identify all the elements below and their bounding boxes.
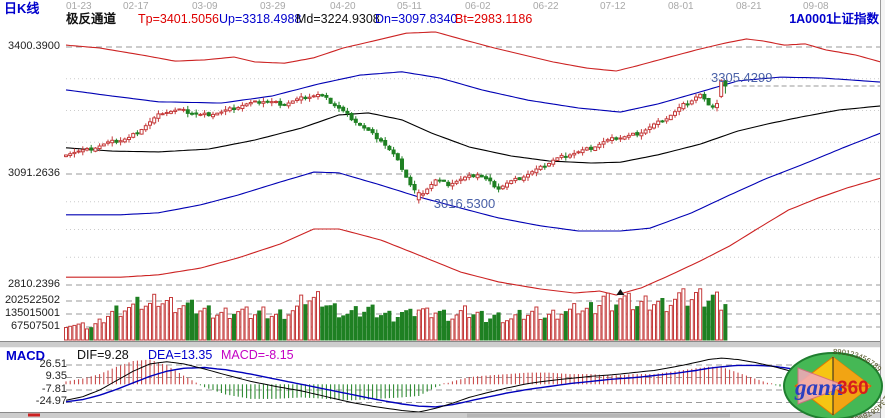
price-axis-label: 3400.3900 xyxy=(8,40,60,52)
bottom-scrollbar[interactable] xyxy=(0,412,885,418)
macd-axis-label: -7.81 xyxy=(41,382,67,395)
channel-md-value: Md=3224.9308 xyxy=(296,12,380,26)
volume-axis-label: 135015001 xyxy=(4,306,60,319)
annotation-low: 3016.5300 xyxy=(433,195,496,211)
candlestick-series xyxy=(64,79,728,204)
macd-macd-value: MACD=-8.15 xyxy=(221,348,294,362)
channel-dn-value: Dn=3097.8340 xyxy=(375,12,458,26)
date-label: 06-22 xyxy=(533,1,559,12)
dif-line xyxy=(65,357,831,413)
date-label: 03-09 xyxy=(192,1,218,12)
volume-axis-label: 67507501 xyxy=(11,319,60,332)
volume-marker-triangle-icon xyxy=(616,289,625,295)
annotation-last-price: 3305.4299 xyxy=(711,70,773,85)
scrollbar-marker xyxy=(28,413,40,417)
volume-axis-label: 202522502 xyxy=(4,293,60,306)
date-label: 07-12 xyxy=(600,1,626,12)
chart-type-label[interactable]: 日K线 xyxy=(4,1,40,16)
channel-line-Dn xyxy=(66,132,882,232)
date-label: 05-11 xyxy=(397,1,422,12)
macd-axis-label: 26.51 xyxy=(39,357,67,370)
volume-series xyxy=(64,288,728,341)
date-label: 04-20 xyxy=(330,1,356,12)
price-axis-label: 2810.2396 xyxy=(8,278,60,290)
channel-line-Tp xyxy=(65,31,881,72)
dea-line xyxy=(65,364,831,408)
macd-dea-value: DEA=13.35 xyxy=(148,348,213,362)
date-label: 01-23 xyxy=(66,1,92,12)
date-label: 08-01 xyxy=(668,1,694,12)
main-chart-pane[interactable] xyxy=(66,30,880,286)
channel-line-Bt xyxy=(66,177,881,296)
right-border xyxy=(880,0,885,418)
macd-title[interactable]: MACD xyxy=(6,348,45,363)
logo-arrow-icon xyxy=(797,367,848,405)
symbol-name[interactable]: 上证指数 xyxy=(828,12,879,26)
symbol-code[interactable]: 1A0001 xyxy=(789,12,833,26)
indicator-name[interactable]: 极反通道 xyxy=(66,12,117,26)
date-label: 08-21 xyxy=(736,1,762,12)
macd-dif-value: DIF=9.28 xyxy=(77,348,129,362)
pane-divider xyxy=(0,341,885,348)
logo-360-text: 360 xyxy=(837,378,869,399)
date-label: 02-17 xyxy=(123,1,149,12)
channel-line-Md xyxy=(65,105,881,164)
channel-tp-value: Tp=3401.5056 xyxy=(138,12,219,26)
channel-line-Up xyxy=(65,71,881,113)
date-label: 03-29 xyxy=(260,1,286,12)
date-label: 09-08 xyxy=(803,1,829,12)
date-label: 06-02 xyxy=(465,1,491,12)
channel-up-value: Up=3318.4988 xyxy=(219,12,302,26)
chart-layers xyxy=(64,31,882,413)
volume-pane[interactable] xyxy=(66,290,880,340)
logo-gann-text: gann xyxy=(794,375,844,400)
gann360-logo: gann 360 890123456789 12345678901234 xyxy=(783,347,885,418)
price-axis-label: 3091.2636 xyxy=(8,167,60,179)
macd-axis-label: 9.35 xyxy=(45,370,67,383)
channel-bt-value: Bt=2983.1186 xyxy=(455,12,533,26)
scrollbar-thumb[interactable] xyxy=(467,413,730,418)
macd-axis-label: -24.97 xyxy=(35,395,67,408)
